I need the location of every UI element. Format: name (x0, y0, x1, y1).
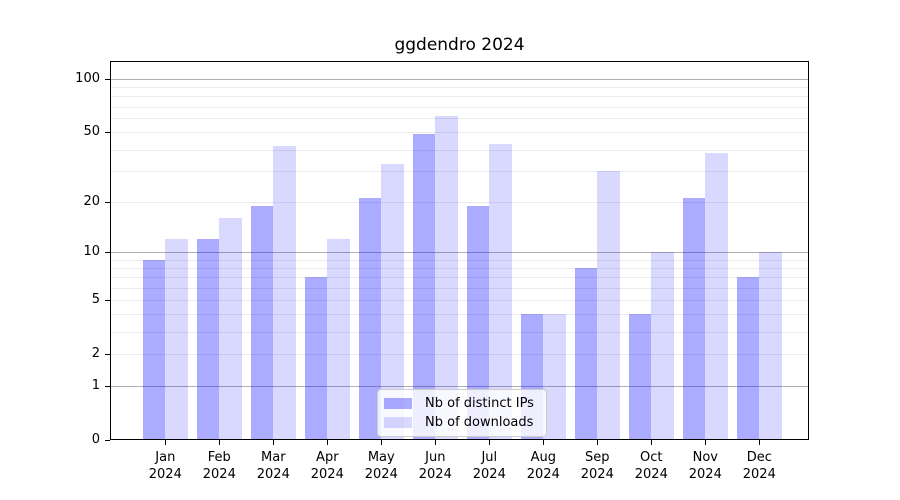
gridline-major (110, 385, 809, 387)
bar-distinct-ips-oct (628, 314, 652, 440)
x-axis-tick-label: Mar 2024 (256, 450, 290, 482)
x-axis-tick-label: Feb 2024 (202, 450, 236, 482)
legend-item: Nb of distinct IPs (384, 396, 540, 411)
y-axis-tick-label: 50 (83, 124, 100, 140)
bar-downloads-jan (165, 239, 188, 440)
x-axis-tick-label: May 2024 (364, 450, 398, 482)
bar-downloads-feb (219, 218, 242, 440)
y-axis-tick-label: 1 (91, 377, 100, 393)
bar-downloads-dec (759, 252, 782, 440)
gridline-major (110, 252, 809, 254)
y-axis-tick-label: 0 (91, 432, 100, 447)
y-axis-tick (105, 132, 110, 134)
gridline-minor (110, 96, 809, 98)
bar-distinct-ips-dec (736, 277, 760, 440)
x-axis-tick-label: Jun 2024 (418, 450, 452, 482)
x-axis-tick-label: Apr 2024 (310, 450, 344, 482)
y-axis-tick (105, 79, 110, 80)
y-axis-tick-label: 5 (91, 291, 100, 307)
gridline-minor (110, 149, 809, 151)
gridline-minor (110, 354, 809, 356)
gridline-minor (110, 277, 809, 279)
bar-downloads-mar (273, 145, 296, 440)
plot-area (110, 61, 809, 440)
x-axis-tick-label: Jul 2024 (472, 450, 506, 482)
gridline-minor (110, 314, 809, 316)
x-axis-tick (705, 440, 707, 445)
x-axis-tick-label: Dec 2024 (742, 450, 776, 482)
bar-distinct-ips-may (358, 198, 382, 440)
bar-downloads-jun (435, 115, 458, 440)
x-axis-tick-label: Oct 2024 (634, 450, 668, 482)
x-axis-tick (219, 440, 221, 445)
x-axis-tick (327, 440, 329, 445)
bar-downloads-oct (651, 252, 674, 440)
x-axis-tick (273, 440, 275, 445)
bar-downloads-sep (597, 171, 620, 440)
y-axis-tick-label: 100 (75, 71, 100, 86)
gridline-minor (110, 201, 809, 203)
gridline-minor (110, 171, 809, 173)
bar-distinct-ips-feb (196, 239, 220, 440)
y-axis-tick (105, 440, 110, 441)
bar-downloads-apr (327, 239, 350, 440)
gridline-minor (110, 259, 809, 261)
x-axis-tick (489, 440, 491, 445)
y-axis-tick (105, 354, 110, 356)
gridline-minor (110, 268, 809, 270)
legend-label-downloads: Nb of downloads (425, 415, 534, 430)
y-axis-tick-label: 2 (91, 346, 100, 362)
bar-distinct-ips-apr (304, 277, 328, 440)
legend-swatch-downloads (384, 417, 412, 428)
x-axis-tick (435, 440, 437, 445)
x-axis-tick (543, 440, 545, 445)
gridline-minor (110, 87, 809, 89)
legend-label-distinct-ips: Nb of distinct IPs (425, 396, 534, 411)
gridline-minor (110, 118, 809, 120)
gridline-minor (110, 287, 809, 289)
gridline-minor (110, 106, 809, 108)
x-axis-tick-label: Jan 2024 (148, 450, 182, 482)
bar-downloads-may (381, 164, 404, 440)
y-axis-tick (105, 201, 110, 203)
chart-title: ggdendro 2024 (394, 35, 525, 55)
bar-distinct-ips-jun (412, 134, 436, 440)
bar-distinct-ips-jul (466, 205, 490, 440)
bar-distinct-ips-mar (250, 205, 274, 440)
x-axis-tick (597, 440, 599, 445)
bar-distinct-ips-nov (682, 198, 706, 440)
x-axis-tick (651, 440, 653, 445)
y-axis-tick (105, 299, 110, 301)
x-axis-tick (759, 440, 761, 445)
bar-downloads-jul (489, 144, 512, 440)
legend-swatch-distinct-ips (384, 398, 412, 409)
x-axis-tick (165, 440, 167, 445)
bar-distinct-ips-jan (142, 259, 166, 440)
y-axis-tick (105, 252, 110, 254)
gridline-minor (110, 132, 809, 134)
bar-downloads-aug (543, 314, 566, 440)
y-axis-tick-label: 20 (83, 193, 100, 209)
gridline-minor (110, 299, 809, 301)
gridline-minor (110, 331, 809, 333)
x-axis-tick-label: Aug 2024 (526, 450, 560, 482)
x-axis-tick-label: Nov 2024 (688, 450, 722, 482)
bar-distinct-ips-sep (574, 268, 598, 440)
x-axis-tick (381, 440, 383, 445)
y-axis-tick-label: 10 (83, 244, 100, 260)
x-axis-tick-label: Sep 2024 (580, 450, 614, 482)
bar-downloads-nov (705, 153, 728, 440)
gridline-major (110, 79, 809, 80)
legend-item: Nb of downloads (384, 415, 540, 430)
legend: Nb of distinct IPs Nb of downloads (377, 389, 547, 437)
y-axis-tick (105, 385, 110, 387)
